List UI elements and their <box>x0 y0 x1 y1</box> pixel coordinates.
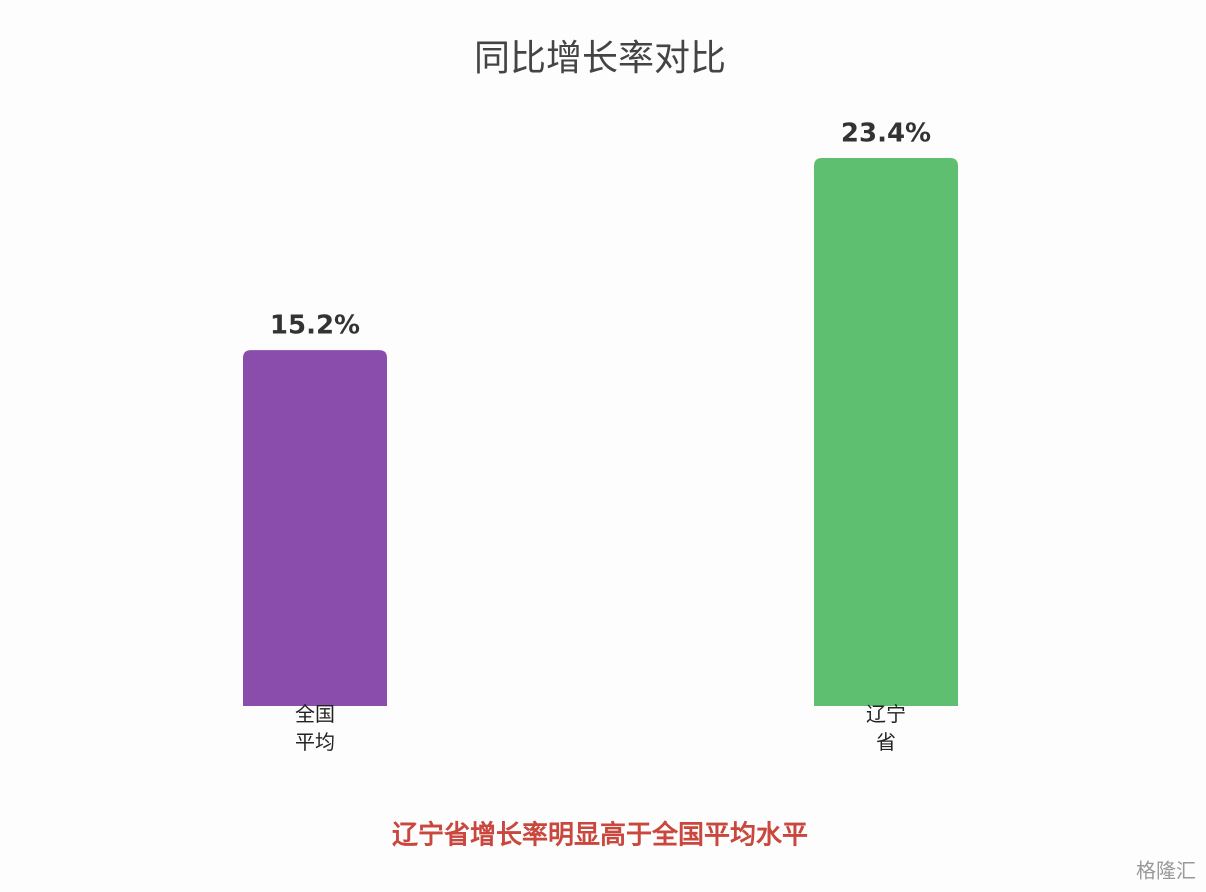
bar <box>814 158 958 707</box>
value-label: 15.2% <box>270 311 360 341</box>
annotation: 辽宁省增长率明显高于全国平均水平 <box>392 820 808 851</box>
watermark: 格隆汇 <box>1136 859 1196 883</box>
x-tick-label: 全国平均 <box>295 702 335 754</box>
chart-title: 同比增长率对比 <box>474 38 726 79</box>
bar <box>243 350 387 706</box>
value-label: 23.4% <box>841 119 931 149</box>
x-tick-label: 辽宁省 <box>866 702 906 754</box>
